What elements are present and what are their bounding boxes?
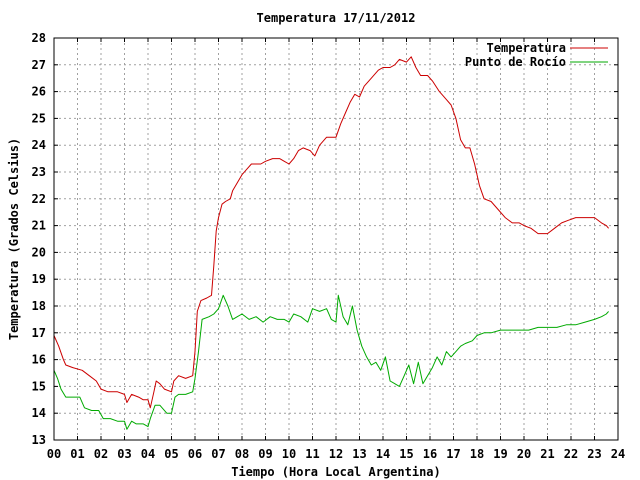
y-tick-label: 21 bbox=[32, 219, 46, 233]
x-tick-label: 08 bbox=[235, 447, 249, 461]
y-tick-label: 24 bbox=[32, 138, 46, 152]
x-tick-label: 19 bbox=[493, 447, 507, 461]
y-tick-label: 23 bbox=[32, 165, 46, 179]
x-tick-label: 20 bbox=[517, 447, 531, 461]
series-line-temperatura bbox=[53, 56, 609, 409]
x-tick-label: 10 bbox=[282, 447, 296, 461]
y-axis-label: Temperatura (Grados Celsius) bbox=[7, 138, 21, 340]
x-tick-label: 06 bbox=[188, 447, 202, 461]
x-tick-label: 11 bbox=[305, 447, 319, 461]
y-tick-label: 18 bbox=[32, 299, 46, 313]
x-tick-label: 12 bbox=[329, 447, 343, 461]
y-tick-label: 17 bbox=[32, 326, 46, 340]
y-tick-label: 16 bbox=[32, 353, 46, 367]
legend-label-punto-de-rocio: Punto de Rocío bbox=[465, 55, 566, 69]
x-tick-label: 02 bbox=[94, 447, 108, 461]
x-tick-label: 15 bbox=[399, 447, 413, 461]
x-tick-label: 07 bbox=[211, 447, 225, 461]
y-tick-label: 13 bbox=[32, 433, 46, 447]
y-tick-label: 28 bbox=[32, 31, 46, 45]
y-tick-label: 19 bbox=[32, 272, 46, 286]
grid bbox=[54, 38, 618, 440]
x-tick-label: 05 bbox=[164, 447, 178, 461]
axis-ticks: 00 01 02 03 04 05 06 07 08 09 10 11 12 13 14 15 16 17 18 19… bbox=[32, 31, 626, 461]
legend-label-temperatura: Temperatura bbox=[487, 41, 566, 55]
x-tick-label: 03 bbox=[117, 447, 131, 461]
x-tick-label: 13 bbox=[352, 447, 366, 461]
x-tick-label: 23 bbox=[587, 447, 601, 461]
y-tick-label: 14 bbox=[32, 406, 46, 420]
y-tick-label: 25 bbox=[32, 111, 46, 125]
y-tick-label: 15 bbox=[32, 379, 46, 393]
y-tick-label: 27 bbox=[32, 58, 46, 72]
x-tick-label: 00 bbox=[47, 447, 61, 461]
x-tick-label: 16 bbox=[423, 447, 437, 461]
series-layer bbox=[53, 56, 609, 430]
x-tick-label: 09 bbox=[258, 447, 272, 461]
x-tick-label: 22 bbox=[564, 447, 578, 461]
plot-frame bbox=[53, 37, 619, 441]
x-tick-label: 24 bbox=[611, 447, 625, 461]
y-tick-label: 22 bbox=[32, 192, 46, 206]
y-tick-label: 20 bbox=[32, 245, 46, 259]
x-tick-label: 04 bbox=[141, 447, 155, 461]
x-axis-label: Tiempo (Hora Local Argentina) bbox=[231, 465, 441, 479]
x-tick-label: 14 bbox=[376, 447, 390, 461]
series-line-punto-de-rocio bbox=[53, 294, 609, 430]
x-tick-label: 17 bbox=[446, 447, 460, 461]
x-tick-label: 21 bbox=[540, 447, 554, 461]
x-tick-label: 18 bbox=[470, 447, 484, 461]
legend: Temperatura Punto de Rocío bbox=[465, 41, 608, 69]
y-tick-label: 26 bbox=[32, 85, 46, 99]
chart-title: Temperatura 17/11/2012 bbox=[257, 11, 416, 25]
x-tick-label: 01 bbox=[70, 447, 84, 461]
